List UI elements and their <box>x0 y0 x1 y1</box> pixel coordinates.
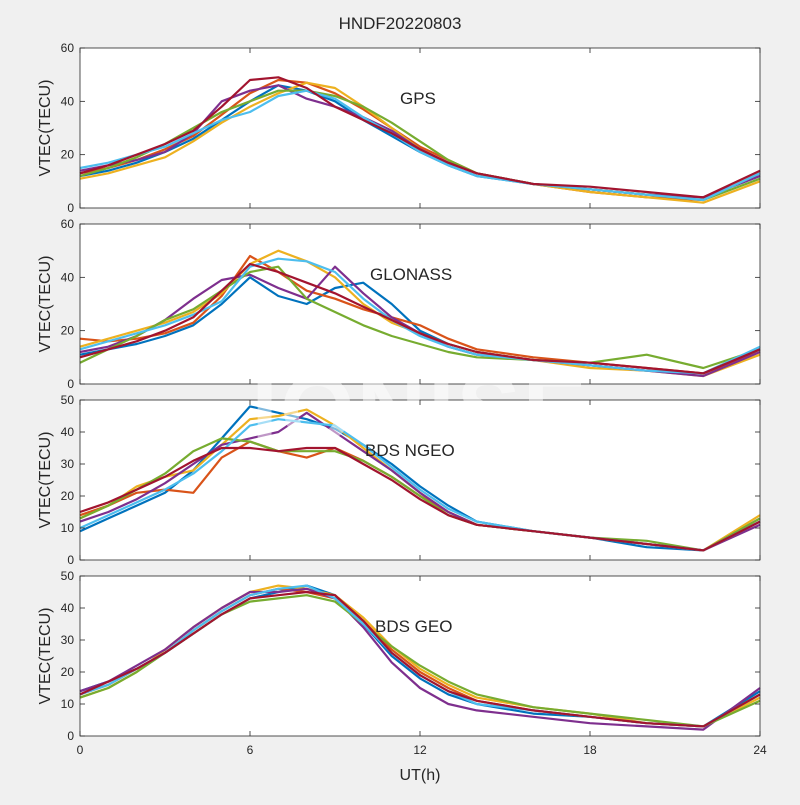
panel-3-y-tick-label: 40 <box>61 425 75 439</box>
panel-2-y-tick-label: 40 <box>61 270 75 284</box>
panel-4-plot-area <box>80 576 760 736</box>
panel-4-y-tick-label: 50 <box>61 569 75 583</box>
panel-2-plot-area <box>80 224 760 384</box>
panel-1-y-tick-label: 20 <box>61 148 75 162</box>
panel-4-y-tick-label: 20 <box>61 665 75 679</box>
panel-2-system-label: GLONASS <box>370 265 452 284</box>
panel-4-y-tick-label: 0 <box>67 729 74 743</box>
panel-3-y-tick-label: 10 <box>61 521 75 535</box>
panel-4-series-line-7 <box>79 590 761 728</box>
panel-1-series-line-6 <box>79 89 761 202</box>
panel-3-y-tick-label: 20 <box>61 489 75 503</box>
panel-3-y-axis-label: VTEC(TECU) <box>37 432 54 529</box>
x-axis-label: UT(h) <box>400 767 441 784</box>
x-tick-label: 6 <box>247 743 254 757</box>
panel-3-plot-area <box>80 400 760 560</box>
panel-2-y-tick-label: 20 <box>61 324 75 338</box>
panel-1-y-tick-label: 0 <box>67 201 74 215</box>
panel-3-y-tick-label: 30 <box>61 457 75 471</box>
x-tick-label: 0 <box>77 743 84 757</box>
panel-1-y-tick-label: 60 <box>61 41 75 55</box>
panel-4-y-tick-label: 40 <box>61 601 75 615</box>
panel-2-series-line-6 <box>79 257 761 375</box>
panel-2-series-line-3 <box>79 249 761 378</box>
panel-3-y-tick-label: 50 <box>61 393 75 407</box>
panel-3-series-line-7 <box>79 446 761 552</box>
panel-2-y-tick-label: 60 <box>61 217 75 231</box>
panel-2-y-axis-label: VTEC(TECU) <box>37 256 54 353</box>
panel-1-series-line-3 <box>79 81 761 204</box>
panel-1-y-tick-label: 40 <box>61 94 75 108</box>
panel-4-y-axis-label: VTEC(TECU) <box>37 608 54 705</box>
panel-1-series-line-7 <box>79 76 761 199</box>
panel-1-plot-area <box>80 48 760 208</box>
panel-4-system-label: BDS GEO <box>375 617 452 636</box>
panel-4-y-tick-label: 10 <box>61 697 75 711</box>
x-tick-label: 24 <box>753 743 767 757</box>
x-tick-label: 18 <box>583 743 597 757</box>
x-tick-label: 12 <box>413 743 427 757</box>
panel-2-series-line-7 <box>79 262 761 375</box>
panel-4-y-tick-label: 30 <box>61 633 75 647</box>
panel-1-y-axis-label: VTEC(TECU) <box>37 80 54 177</box>
panel-3-y-tick-label: 0 <box>67 553 74 567</box>
panel-1-system-label: GPS <box>400 89 436 108</box>
figure-title: HNDF20220803 <box>338 14 462 33</box>
panel-2-y-tick-label: 0 <box>67 377 74 391</box>
panel-3-system-label: BDS NGEO <box>365 441 455 460</box>
